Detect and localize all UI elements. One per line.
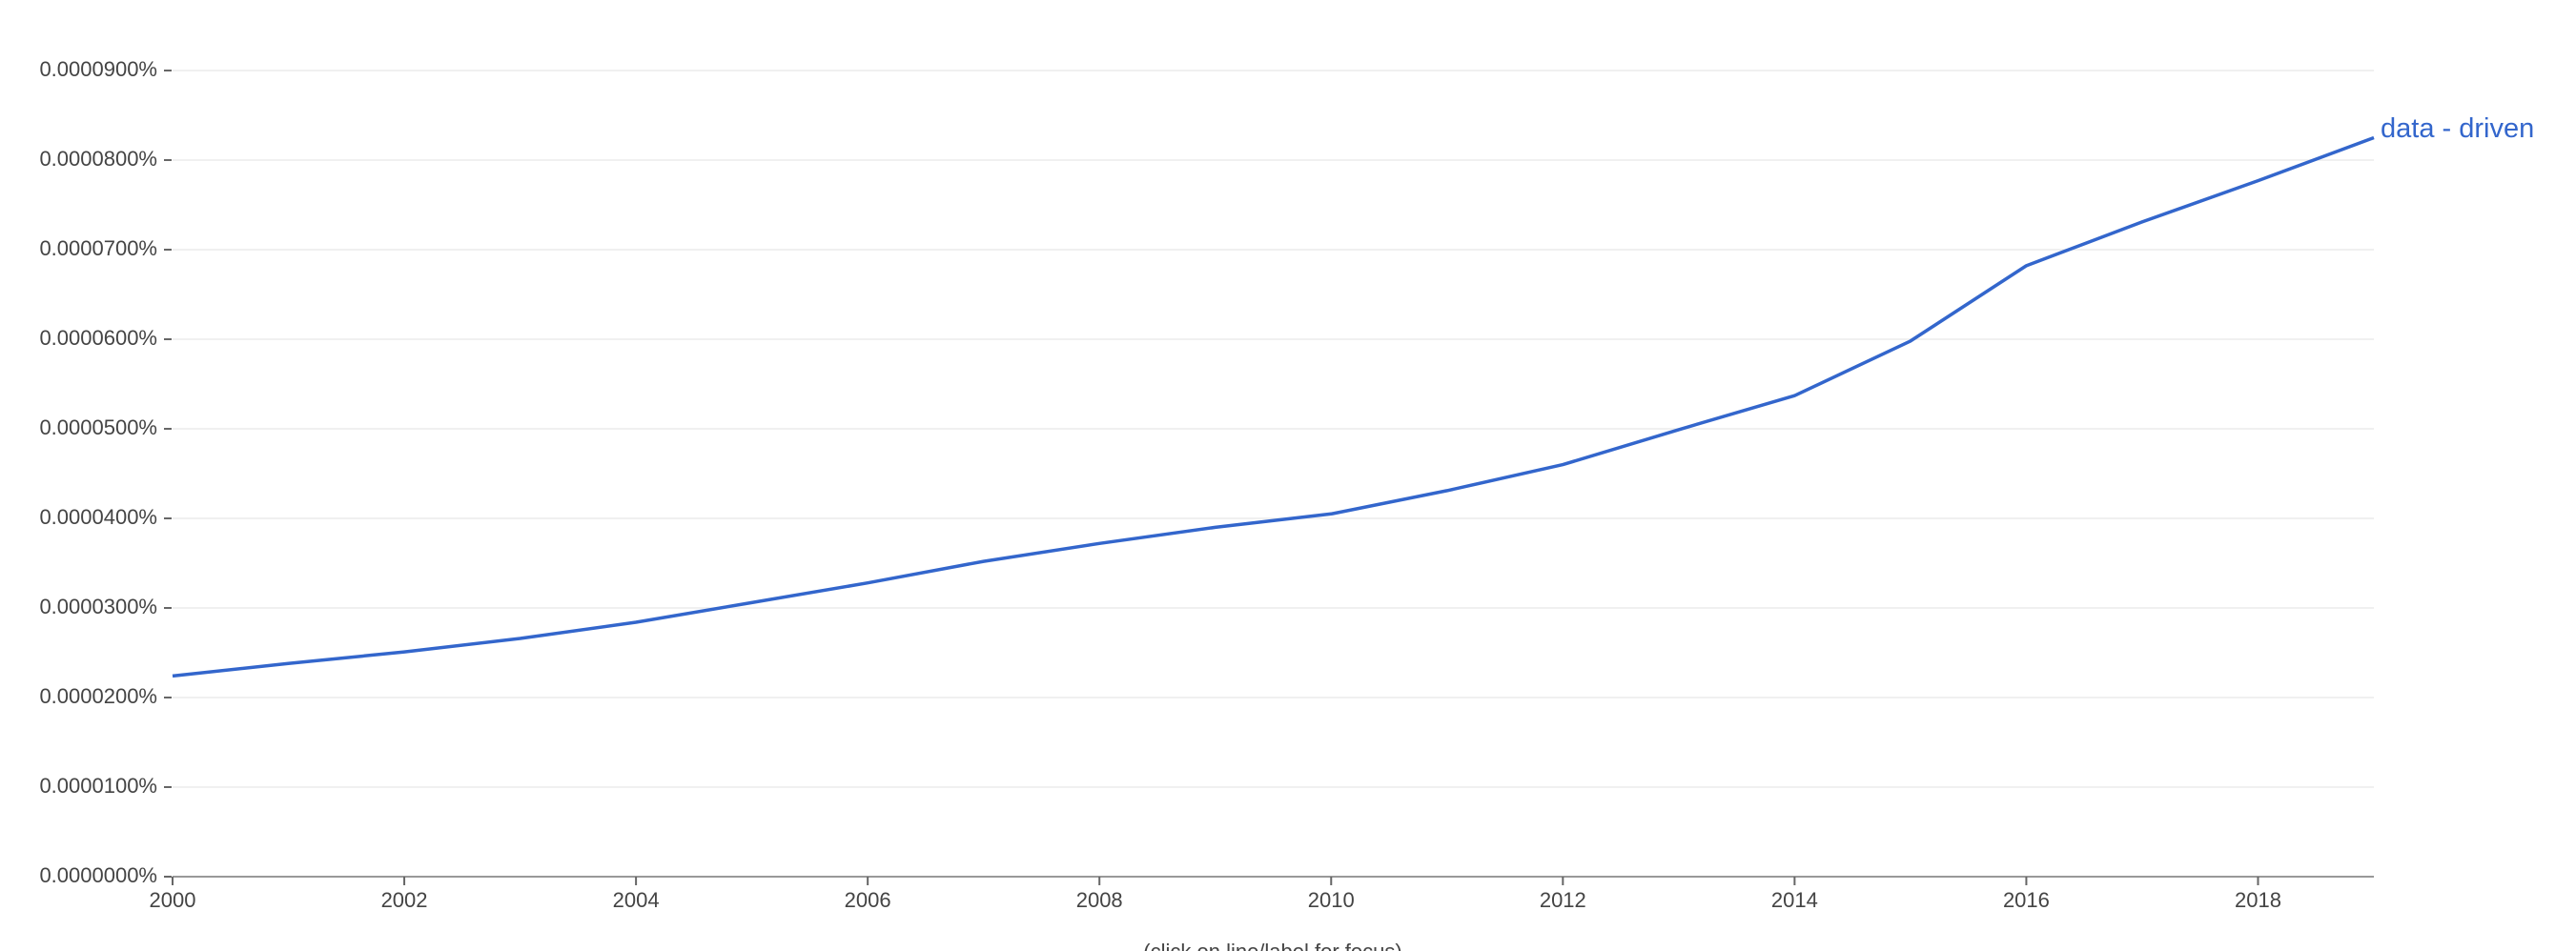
note: (click on line/label for focus) bbox=[1143, 940, 1401, 951]
x-tick-label: 2018 bbox=[2235, 888, 2281, 912]
x-tick-label: 2006 bbox=[845, 888, 891, 912]
y-tick-label: 0.0000900% bbox=[39, 57, 157, 81]
x-tick-label: 2012 bbox=[1540, 888, 1586, 912]
x-tick-label: 2014 bbox=[1771, 888, 1818, 912]
x-tick-label: 2004 bbox=[613, 888, 660, 912]
x-tick-label: 2010 bbox=[1308, 888, 1355, 912]
y-tick-label: 0.0000200% bbox=[39, 684, 157, 708]
series-line[interactable] bbox=[172, 135, 2375, 678]
y-tick-label: 0.0000100% bbox=[39, 774, 157, 798]
series-label[interactable]: data - driven bbox=[2381, 113, 2534, 144]
x-tick-label: 2008 bbox=[1076, 888, 1123, 912]
y-tick-label: 0.0000300% bbox=[39, 595, 157, 618]
x-tick-label: 2000 bbox=[150, 888, 196, 912]
y-tick-label: 0.0000800% bbox=[39, 147, 157, 171]
y-tick-label: 0.0000400% bbox=[39, 505, 157, 529]
y-tick-label: 0.0000000% bbox=[39, 863, 157, 887]
y-tick-label: 0.0000700% bbox=[39, 236, 157, 260]
x-tick-label: 2016 bbox=[2003, 888, 2050, 912]
y-tick-label: 0.0000600% bbox=[39, 326, 157, 350]
y-tick-label: 0.0000500% bbox=[39, 415, 157, 439]
x-tick-label: 2002 bbox=[381, 888, 428, 912]
